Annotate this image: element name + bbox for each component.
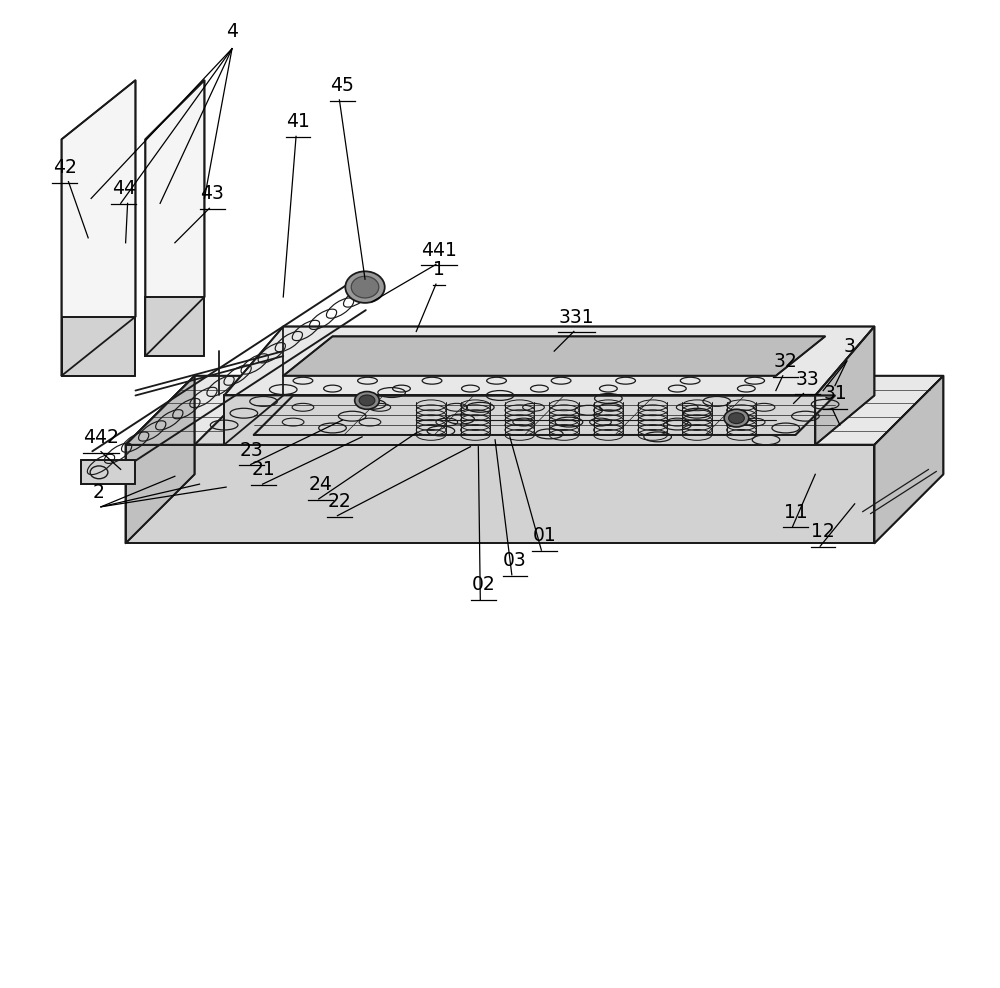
Ellipse shape [355, 391, 379, 409]
Polygon shape [283, 336, 825, 375]
Ellipse shape [729, 413, 744, 424]
Text: 02: 02 [471, 575, 495, 595]
Text: 42: 42 [53, 158, 76, 177]
Polygon shape [254, 395, 835, 435]
Polygon shape [126, 445, 874, 543]
Text: 01: 01 [532, 527, 556, 545]
Text: 4: 4 [226, 22, 238, 41]
Text: 03: 03 [503, 551, 527, 570]
Polygon shape [62, 80, 135, 375]
Ellipse shape [359, 395, 375, 406]
Text: 41: 41 [286, 113, 310, 131]
Polygon shape [195, 395, 865, 445]
Polygon shape [145, 80, 204, 356]
Polygon shape [126, 375, 943, 445]
Polygon shape [81, 459, 135, 484]
Text: 22: 22 [328, 492, 351, 511]
Ellipse shape [351, 277, 379, 298]
Polygon shape [224, 395, 815, 445]
Polygon shape [62, 317, 135, 375]
Text: 24: 24 [309, 475, 333, 494]
Polygon shape [145, 297, 204, 356]
Text: 1: 1 [433, 260, 445, 280]
Polygon shape [224, 326, 874, 395]
Text: 32: 32 [774, 352, 798, 370]
Text: 12: 12 [811, 523, 835, 541]
Text: 43: 43 [200, 185, 224, 204]
Text: 31: 31 [823, 384, 847, 403]
Polygon shape [874, 375, 943, 543]
Ellipse shape [724, 409, 749, 427]
Text: 44: 44 [112, 180, 136, 199]
Polygon shape [815, 326, 874, 445]
Text: 45: 45 [330, 76, 354, 95]
Text: 331: 331 [559, 307, 595, 326]
Text: 442: 442 [83, 428, 119, 447]
Text: 11: 11 [784, 503, 807, 522]
Text: 3: 3 [844, 337, 856, 356]
Text: 21: 21 [252, 460, 275, 479]
Text: 33: 33 [796, 370, 819, 388]
Text: 2: 2 [93, 483, 105, 502]
Polygon shape [126, 375, 195, 543]
Text: 23: 23 [240, 441, 264, 459]
Ellipse shape [345, 272, 385, 303]
Text: 441: 441 [421, 240, 457, 260]
